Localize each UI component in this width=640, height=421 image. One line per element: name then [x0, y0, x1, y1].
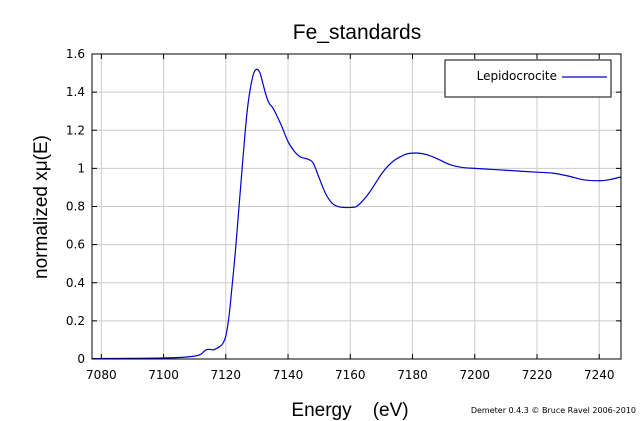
grid	[92, 53, 621, 360]
y-tick-labels: 0 0.2 0.4 0.6 0.8 1 1.2 1.4 1.6	[66, 47, 85, 366]
x-tick-label: 7240	[584, 368, 615, 382]
x-tick-label: 7120	[211, 368, 242, 382]
x-tick-label: 7180	[397, 368, 428, 382]
x-tick-labels: 7080 7100 7120 7140 7160 7180 7200 7220 7240	[86, 368, 614, 382]
x-tick-label: 7100	[148, 368, 179, 382]
x-tick-label: 7160	[335, 368, 366, 382]
x-tick-label: 7200	[459, 368, 490, 382]
legend-box	[444, 59, 612, 98]
y-tick-label: 0.2	[66, 314, 85, 328]
y-tick-label: 0.8	[66, 200, 85, 214]
y-tick-label: 0	[77, 352, 85, 366]
y-tick-label: 1.6	[66, 47, 85, 61]
x-axis-label: Energy (eV)	[291, 400, 408, 421]
y-axis-label: normalized xμ(E)	[31, 135, 52, 279]
credit-text: Demeter 0.4.3 © Bruce Ravel 2006-2010	[471, 406, 636, 415]
x-tick-label: 7080	[86, 368, 117, 382]
y-tick-label: 0.6	[66, 238, 85, 252]
y-tick-label: 1	[77, 161, 85, 175]
y-tick-label: 1.2	[66, 123, 85, 137]
series-layer	[91, 68, 622, 360]
chart-title: Fe_standards	[293, 21, 421, 44]
legend: Lepidocrocite	[444, 59, 612, 98]
x-tick-label: 7140	[273, 368, 304, 382]
plot-frame	[91, 53, 622, 360]
legend-label-lepidocrocite: Lepidocrocite	[477, 69, 557, 83]
x-tick-label: 7220	[522, 368, 553, 382]
y-tick-label: 1.4	[66, 85, 85, 99]
y-tick-label: 0.4	[66, 276, 85, 290]
series-line-lepidocrocite	[91, 68, 622, 360]
